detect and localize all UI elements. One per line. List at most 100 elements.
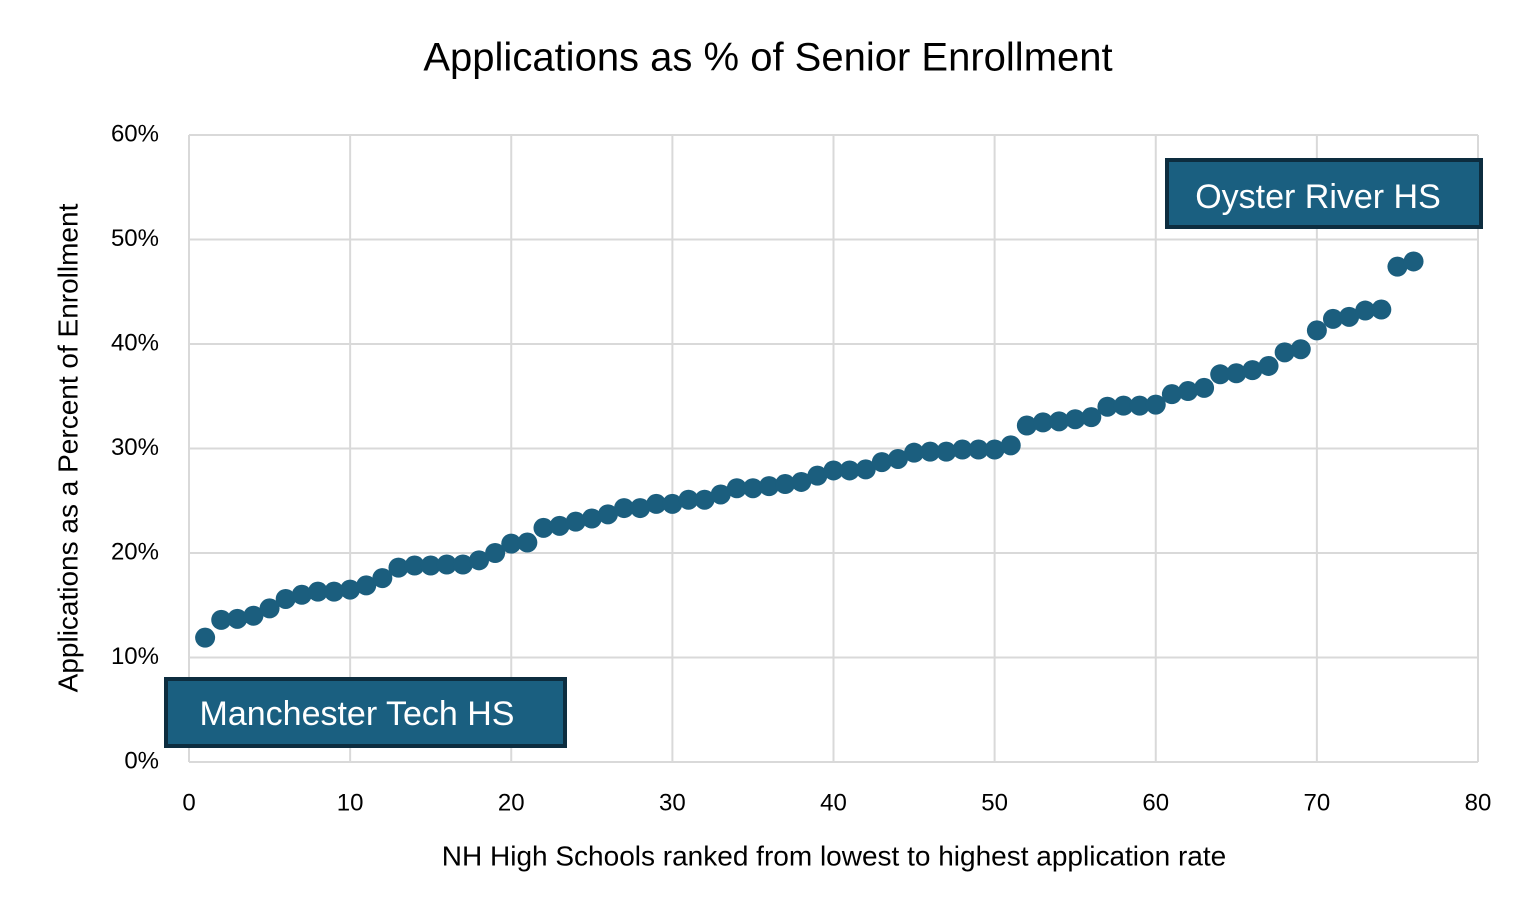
point (904, 442, 925, 463)
annotation: Oyster River HS (1165, 158, 1483, 229)
point (404, 555, 425, 576)
point (1000, 435, 1021, 456)
point (340, 579, 361, 600)
point (952, 439, 973, 460)
point (1290, 339, 1311, 360)
point (211, 609, 232, 630)
chart-title: Applications as % of Senior Enrollment (423, 36, 1112, 80)
point (243, 605, 264, 626)
point (259, 598, 280, 619)
point (1339, 306, 1360, 327)
point (1177, 381, 1198, 402)
point (871, 452, 892, 473)
point (1049, 411, 1070, 432)
x-tick-label: 80 (1465, 789, 1492, 816)
point (1387, 256, 1408, 277)
point (1145, 394, 1166, 415)
x-axis-label: NH High Schools ranked from lowest to hi… (442, 840, 1226, 871)
x-tick-label: 70 (1304, 789, 1331, 816)
point (936, 441, 957, 462)
x-tick-label: 10 (337, 789, 364, 816)
point (436, 554, 457, 575)
point (1065, 409, 1086, 430)
point (887, 448, 908, 469)
point (968, 439, 989, 460)
point (775, 474, 796, 495)
point (1226, 363, 1247, 384)
point (565, 511, 586, 532)
point (759, 476, 780, 497)
point (1322, 308, 1343, 329)
point (1161, 384, 1182, 405)
point (823, 460, 844, 481)
point (517, 532, 538, 553)
point (1081, 407, 1102, 428)
point (420, 555, 441, 576)
x-tick-label: 0 (182, 789, 195, 816)
point (791, 471, 812, 492)
point (630, 498, 651, 519)
x-tick-label: 20 (498, 789, 525, 816)
point (646, 493, 667, 514)
point (275, 588, 296, 609)
plot-area: 0% 10% 20% 30% 40% 50% 60% 0 10 20 30 40 50 60 70 80 (111, 120, 1491, 816)
point (1371, 299, 1392, 320)
point (807, 465, 828, 486)
y-axis-label: Applications as a Percent of Enrollment (52, 203, 83, 692)
x-tick-label: 30 (659, 789, 686, 816)
y-tick-label: 30% (111, 434, 159, 461)
point (726, 478, 747, 499)
point (533, 517, 554, 538)
point (1016, 415, 1037, 436)
point (1097, 396, 1118, 417)
annotation-text: Oyster River HS (1195, 178, 1441, 216)
point (307, 581, 328, 602)
point (1032, 412, 1053, 433)
point (1258, 355, 1279, 376)
point (452, 554, 473, 575)
point (855, 459, 876, 480)
point (984, 439, 1005, 460)
point (597, 504, 618, 525)
point (227, 608, 248, 629)
x-tick-label: 40 (820, 789, 847, 816)
point (694, 489, 715, 510)
point (1113, 395, 1134, 416)
annotation-box (164, 677, 567, 748)
point (678, 489, 699, 510)
point (291, 584, 312, 605)
y-tick-label: 50% (111, 225, 159, 252)
point (1355, 300, 1376, 321)
y-tick-label: 60% (111, 120, 159, 147)
point (1306, 320, 1327, 341)
x-tick-label: 60 (1142, 789, 1169, 816)
point (581, 508, 602, 529)
point (662, 493, 683, 514)
annotation: Manchester Tech HS (164, 677, 567, 748)
point (920, 441, 941, 462)
point (1242, 360, 1263, 381)
x-tick-label: 50 (981, 789, 1008, 816)
point (710, 484, 731, 505)
point (324, 581, 345, 602)
annotation-text: Manchester Tech HS (200, 695, 515, 733)
point (1129, 395, 1150, 416)
point (388, 557, 409, 578)
point (839, 460, 860, 481)
point (549, 515, 570, 536)
y-tick-label: 0% (124, 747, 159, 774)
y-tick-label: 40% (111, 329, 159, 356)
point (1274, 342, 1295, 363)
point (501, 533, 522, 554)
y-tick-label: 10% (111, 643, 159, 670)
point (372, 568, 393, 589)
point (485, 543, 506, 563)
point (1210, 364, 1231, 385)
point (195, 627, 216, 648)
point (614, 498, 635, 519)
point (742, 478, 763, 499)
point (1403, 251, 1424, 272)
point (356, 575, 377, 596)
annotation-box (1165, 158, 1483, 229)
